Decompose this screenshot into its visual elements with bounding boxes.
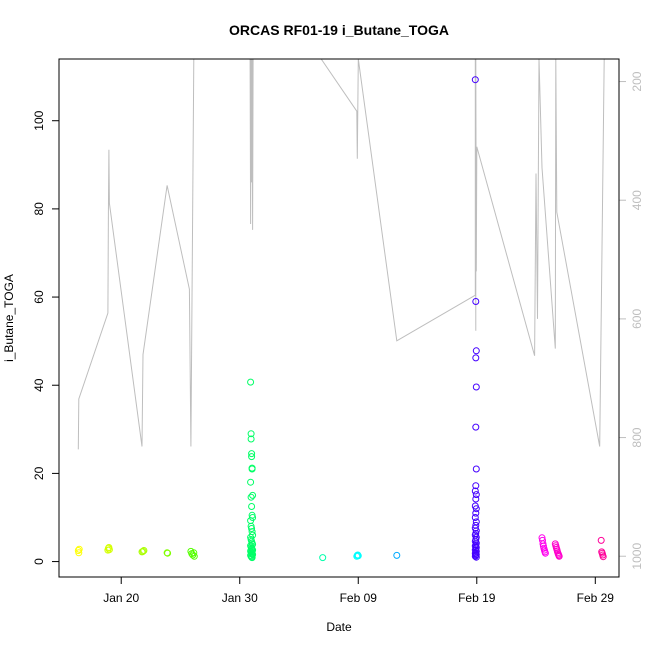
y-axis-label: i_Butane_TOGA: [2, 274, 16, 362]
data-point-12-0: [597, 536, 605, 544]
data-point-9-4: [472, 383, 480, 391]
data-point-9-16: [472, 521, 480, 529]
altitude-layer: [77, 58, 605, 450]
data-point-12-4: [599, 553, 607, 561]
x-tick-label-3: Feb 19: [458, 591, 496, 605]
data-point-5-1: [247, 430, 255, 438]
y2-tick-label-3: 800: [630, 427, 644, 447]
data-point-9-12: [472, 505, 480, 513]
data-point-9-9: [472, 491, 480, 499]
data-point-5-15: [248, 525, 256, 532]
data-point-7-3: [354, 552, 362, 560]
x-tick-label-0: Jan 20: [103, 591, 139, 605]
data-point-9-35: [471, 552, 479, 560]
data-point-9-14: [471, 514, 479, 521]
altitude-line: [77, 58, 605, 450]
data-point-9-0: [471, 76, 479, 84]
data-point-5-9: [247, 493, 255, 501]
points-layer: [74, 76, 607, 562]
data-point-0-1: [75, 549, 83, 557]
data-point-9-8: [471, 487, 479, 495]
y-tick-label-1: 20: [32, 466, 46, 480]
data-point-3-1: [164, 549, 172, 557]
y-tick-label-3: 60: [32, 290, 46, 304]
y-tick-label-4: 80: [32, 202, 46, 216]
data-point-5-0: [247, 378, 255, 386]
data-point-4-3: [190, 549, 198, 557]
y-tick-label-5: 100: [32, 110, 46, 130]
x-tick-label-2: Feb 09: [340, 591, 378, 605]
data-point-9-10: [472, 495, 480, 503]
plot-frame: [58, 58, 620, 578]
data-point-9-3: [472, 354, 480, 362]
data-point-5-10: [248, 503, 256, 510]
chart-title: ORCAS RF01-19 i_Butane_TOGA: [229, 22, 449, 38]
data-point-5-3: [248, 450, 256, 458]
data-point-5-8: [249, 491, 257, 499]
data-point-5-7: [247, 478, 255, 486]
data-point-4-4: [190, 552, 198, 560]
data-point-2-2: [140, 547, 148, 554]
y2-tick-label-1: 400: [630, 190, 644, 210]
y2-tick-label-4: 1000: [630, 543, 644, 570]
x-tick-label-4: Feb 29: [577, 591, 615, 605]
data-point-9-36: [472, 553, 480, 561]
data-point-9-7: [472, 482, 480, 490]
data-point-5-2: [247, 435, 255, 443]
data-point-9-1: [472, 298, 480, 305]
data-point-9-5: [472, 423, 480, 431]
y-tick-label-2: 40: [32, 378, 46, 392]
data-point-2-1: [139, 547, 147, 555]
data-point-8-0: [393, 551, 401, 559]
x-tick-label-1: Jan 30: [222, 591, 258, 605]
data-point-9-13: [472, 509, 480, 517]
data-point-9-6: [472, 465, 480, 473]
data-point-11-8: [555, 552, 563, 560]
y2-tick-label-0: 200: [630, 71, 644, 91]
x-axis-label: Date: [326, 620, 352, 634]
data-point-5-36: [248, 554, 256, 562]
data-point-9-26: [471, 542, 479, 550]
data-point-5-4: [248, 453, 256, 461]
data-point-1-3: [105, 546, 113, 554]
data-point-10-7: [541, 549, 549, 557]
data-point-9-2: [472, 347, 480, 355]
data-point-6-0: [319, 554, 327, 562]
data-point-5-6: [248, 465, 256, 473]
y2-tick-label-2: 600: [630, 309, 644, 329]
axes-layer: Jan 20 Jan 30 Feb 09 Feb 19 Feb 29 0 20 40 60 80 1…: [32, 71, 644, 605]
data-point-9-18: [472, 527, 480, 535]
data-point-0-2: [75, 545, 83, 553]
y-tick-label-0: 0: [32, 558, 46, 565]
